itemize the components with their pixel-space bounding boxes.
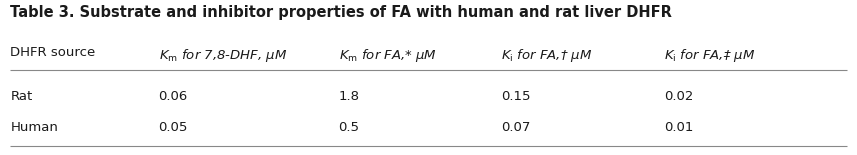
Text: $K_{\mathrm{i}}$ for FA,† μM: $K_{\mathrm{i}}$ for FA,† μM: [501, 46, 593, 64]
Text: 0.02: 0.02: [664, 90, 693, 103]
Text: 0.05: 0.05: [159, 121, 188, 134]
Text: Table 3. Substrate and inhibitor properties of FA with human and rat liver DHFR: Table 3. Substrate and inhibitor propert…: [10, 5, 672, 20]
Text: 0.07: 0.07: [501, 121, 530, 134]
Text: $K_{\mathrm{m}}$ for FA,* μM: $K_{\mathrm{m}}$ for FA,* μM: [339, 46, 436, 64]
Text: 1.8: 1.8: [339, 90, 360, 103]
Text: 0.5: 0.5: [339, 121, 360, 134]
Text: 0.15: 0.15: [501, 90, 530, 103]
Text: $K_{\mathrm{m}}$ for 7,8-DHF, μM: $K_{\mathrm{m}}$ for 7,8-DHF, μM: [159, 46, 287, 64]
Text: Rat: Rat: [10, 90, 33, 103]
Text: 0.01: 0.01: [664, 121, 693, 134]
Text: $K_{\mathrm{i}}$ for FA,‡ μM: $K_{\mathrm{i}}$ for FA,‡ μM: [664, 46, 756, 64]
Text: 0.06: 0.06: [159, 90, 188, 103]
Text: DHFR source: DHFR source: [10, 46, 95, 60]
Text: Human: Human: [10, 121, 58, 134]
